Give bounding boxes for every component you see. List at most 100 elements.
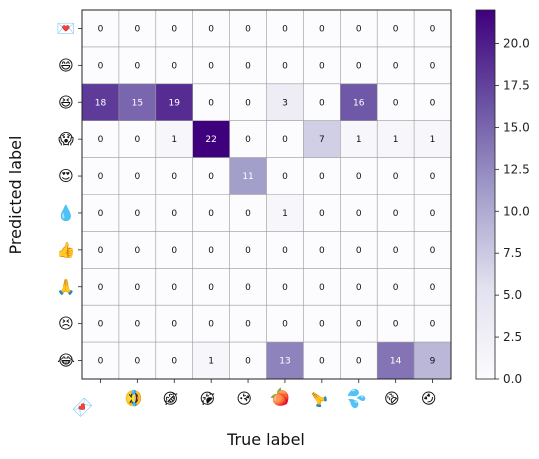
cell-value-label: 0 xyxy=(171,246,177,256)
cell-value-label: 0 xyxy=(393,24,399,34)
heatmap-cell xyxy=(340,231,378,269)
heatmap-cell xyxy=(414,194,451,232)
heatmap-cell xyxy=(340,342,378,379)
cell-value-label: 0 xyxy=(282,283,288,293)
colorbar-tick-label: 20.0 xyxy=(503,37,530,51)
cell-value-label: 0 xyxy=(319,24,325,34)
colorbar-tick-label: 7.5 xyxy=(503,246,522,260)
cell-value-label: 7 xyxy=(319,135,325,145)
heatmap-cell xyxy=(118,268,156,306)
heatmap-cell xyxy=(118,46,156,84)
cell-value-label: 16 xyxy=(353,98,365,108)
heatmap-cell xyxy=(192,342,230,379)
y-axis-title: Predicted label xyxy=(6,136,25,255)
cell-value-label: 0 xyxy=(393,320,399,330)
heatmap-cell xyxy=(118,83,156,121)
heatmap-cell xyxy=(82,305,119,343)
heatmap-cell xyxy=(192,305,230,343)
colorbar-tick-label: 2.5 xyxy=(503,330,522,344)
cell-value-label: 0 xyxy=(208,61,214,71)
heatmap-cell xyxy=(82,10,119,47)
cell-value-label: 1 xyxy=(171,135,177,145)
cell-value-label: 0 xyxy=(356,357,362,367)
cell-value-label: 0 xyxy=(356,61,362,71)
heatmap-cell xyxy=(155,10,193,47)
cell-value-label: 0 xyxy=(393,61,399,71)
x-tick-label: 😂 xyxy=(158,386,183,411)
x-tick-label: 😭 xyxy=(195,386,220,411)
cell-value-label: 0 xyxy=(430,61,436,71)
heatmap-cell xyxy=(266,157,304,195)
heatmap-cell xyxy=(82,194,119,232)
cell-value-label: 0 xyxy=(393,283,399,293)
cell-value-label: 0 xyxy=(134,283,140,293)
heatmap-cell xyxy=(155,194,193,232)
cell-value-label: 0 xyxy=(393,172,399,182)
heatmap-cell xyxy=(229,268,267,306)
heatmap-cell xyxy=(229,10,267,47)
heatmap-cell xyxy=(229,157,267,195)
cell-value-label: 0 xyxy=(134,246,140,256)
heatmap-cell xyxy=(229,46,267,84)
heatmap-cell xyxy=(303,342,341,379)
heatmap-cell xyxy=(266,268,304,306)
plot-frame xyxy=(81,9,452,380)
x-axis-title: True label xyxy=(226,430,305,449)
heatmap-cell xyxy=(82,157,119,195)
colorbar-tick-label: 12.5 xyxy=(503,162,530,176)
heatmap-cell xyxy=(414,157,451,195)
heatmap-cell xyxy=(266,305,304,343)
cell-value-label: 0 xyxy=(430,24,436,34)
heatmap-cell xyxy=(192,194,230,232)
heatmap-cell xyxy=(82,83,119,121)
cell-value-label: 0 xyxy=(245,246,251,256)
heatmap-cell xyxy=(340,194,378,232)
cell-value-label: 1 xyxy=(393,135,399,145)
cell-value-label: 0 xyxy=(134,135,140,145)
cell-value-label: 1 xyxy=(208,357,214,367)
heatmap-cell xyxy=(377,83,415,121)
x-axis-ticks: 💌 🤣 😂 😭 😘 🍑 🙏 💦 😩 😍 xyxy=(70,379,441,420)
cell-value-label: 0 xyxy=(319,357,325,367)
cell-value-label: 0 xyxy=(134,357,140,367)
cell-value-label: 1 xyxy=(282,209,288,219)
cell-value-label: 0 xyxy=(319,246,325,256)
heatmap-cell xyxy=(266,83,304,121)
cell-value-label: 0 xyxy=(319,320,325,330)
heatmap-cell xyxy=(377,305,415,343)
heatmap-cell xyxy=(266,342,304,379)
heatmap-cell xyxy=(229,120,267,158)
heatmap-cell xyxy=(266,10,304,47)
cell-value-label: 0 xyxy=(208,283,214,293)
y-axis-ticks: 💌 😄 😆 😱 😍 💧 👍 🙏 😣 😂 xyxy=(57,19,82,370)
y-tick-label: 😍 xyxy=(58,167,74,185)
cell-value-label: 0 xyxy=(245,24,251,34)
x-tick-label: 🍑 xyxy=(268,385,294,411)
heatmap-cell xyxy=(414,305,451,343)
cell-value-label: 0 xyxy=(98,61,104,71)
cell-value-label: 0 xyxy=(134,24,140,34)
heatmap-cell xyxy=(414,342,451,379)
cell-value-label: 0 xyxy=(245,98,251,108)
heatmap-cell xyxy=(229,83,267,121)
x-tick-label: 😍 xyxy=(417,387,441,411)
cell-value-label: 0 xyxy=(430,320,436,330)
heatmap-cell xyxy=(414,268,451,306)
heatmap-cell xyxy=(414,10,451,47)
cell-value-label: 0 xyxy=(282,246,288,256)
heatmap-cell xyxy=(266,46,304,84)
heatmap-cell xyxy=(192,10,230,47)
heatmap-cell xyxy=(82,46,119,84)
heatmap-cell xyxy=(377,268,415,306)
cell-value-label: 13 xyxy=(279,357,290,367)
x-tick-label: 😘 xyxy=(233,387,257,411)
cell-value-label: 0 xyxy=(171,357,177,367)
cell-value-label: 22 xyxy=(205,135,216,145)
cell-value-label: 0 xyxy=(245,209,251,219)
cell-value-label: 0 xyxy=(356,246,362,256)
heatmap-cell xyxy=(414,120,451,158)
heatmap-cell xyxy=(229,194,267,232)
colorbar-ticks: 0.0 2.5 5.0 7.5 10.0 12.5 15.0 17.5 20.0 xyxy=(495,37,530,386)
cell-value-label: 0 xyxy=(98,320,104,330)
cell-value-label: 0 xyxy=(393,98,399,108)
